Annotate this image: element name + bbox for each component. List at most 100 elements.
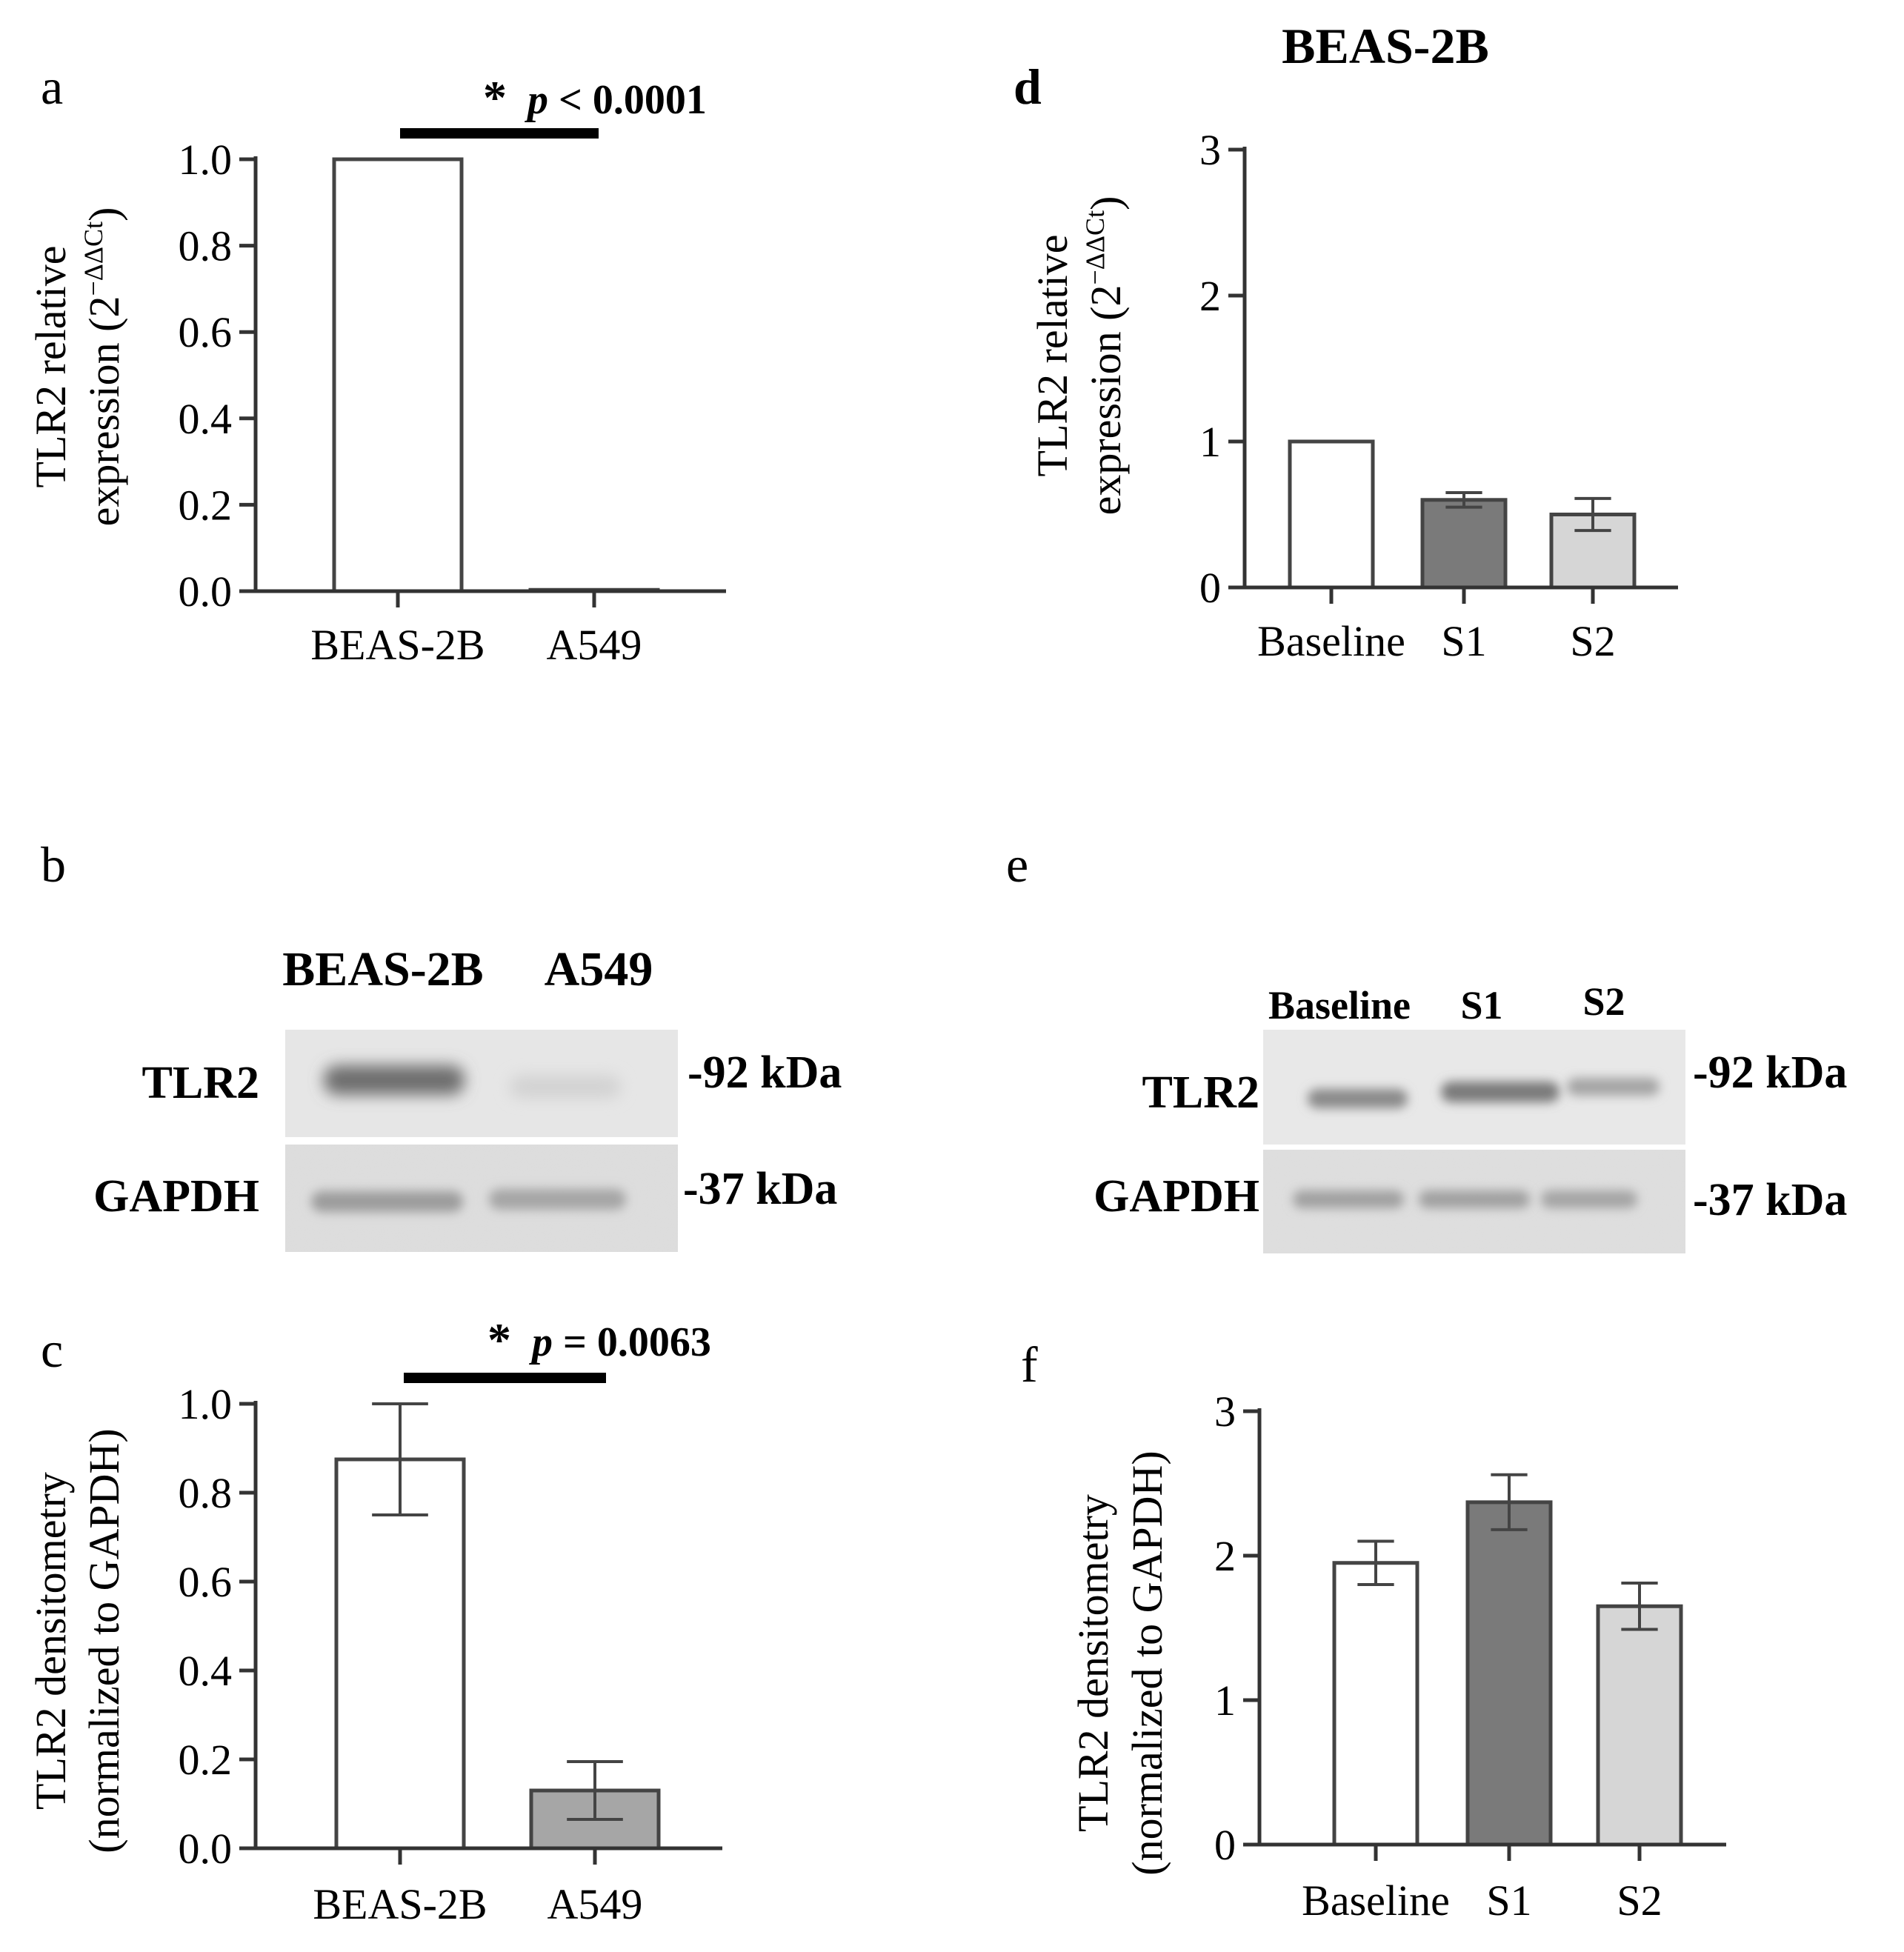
significance-text-c: * p = 0.0063 — [487, 1313, 711, 1366]
bar-f-1 — [1332, 1561, 1419, 1847]
x-tick-label-d-3: S2 — [1570, 617, 1615, 665]
y-tick-label-d-1: 1 — [1199, 418, 1221, 466]
panel-letter-f: f — [1021, 1336, 1038, 1393]
ylabel-d-line2: expression (2 — [1082, 285, 1130, 516]
significance-p-c: p — [529, 1319, 553, 1365]
ylabel-d-2: expression (2−ΔΔCt) — [1080, 196, 1130, 516]
blot-e-lane-label-1: Baseline — [1268, 983, 1411, 1027]
x-tick-label-d-1: Baseline — [1257, 617, 1405, 665]
blot-e-tlr2-strip — [1263, 1030, 1685, 1145]
blot-e-gapdh-strip — [1263, 1150, 1685, 1253]
panel-a: a * p < 0.0001 TLR2 relative expression … — [27, 59, 726, 669]
chart-d: 0 1 2 3 Baseline S1 S2 — [1199, 126, 1678, 665]
blot-b-mw-tlr2: -92 kDa — [688, 1047, 842, 1098]
blot-e-lane-label-3: S2 — [1582, 979, 1625, 1024]
figure-top-title: BEAS-2B — [1282, 18, 1489, 74]
blot-b-lane-label-2: A549 — [545, 942, 653, 996]
bar-d-1 — [1288, 439, 1375, 590]
ylabel-d-sup: −ΔΔCt — [1080, 210, 1110, 285]
ylabel-d-line1: TLR2 relative — [1028, 235, 1076, 477]
errorbar-f-2 — [1491, 1473, 1528, 1531]
blot-e-tlr2-band-1 — [1308, 1089, 1408, 1108]
y-tick-label-c-2: 0.4 — [179, 1647, 233, 1695]
y-tick-label-f-3: 3 — [1214, 1388, 1236, 1436]
ylabel-a-2: expression (2−ΔΔCt) — [79, 207, 128, 527]
ylabel-d-1: TLR2 relative — [1028, 235, 1076, 477]
ylabel-a-close: ) — [80, 207, 128, 221]
y-tick-label-c-3: 0.6 — [179, 1558, 233, 1606]
x-tick-label-a-1: BEAS-2B — [310, 621, 485, 669]
errorbar-c-2 — [567, 1760, 623, 1821]
ylabel-f-line2: (normalized to GAPDH) — [1123, 1450, 1171, 1875]
y-tick-label-c-1: 0.2 — [179, 1736, 233, 1784]
panel-b: b BEAS-2B A549 TLR2 GAPDH -92 kDa -37 kD… — [41, 836, 842, 1252]
blot-b-lane-label-1: BEAS-2B — [282, 942, 483, 996]
ylabel-a-line1: TLR2 relative — [27, 246, 75, 488]
significance-star-c: * — [487, 1313, 511, 1366]
y-tick-label-d-3: 3 — [1199, 126, 1221, 174]
blot-e-mw-gapdh: -37 kDa — [1693, 1175, 1847, 1225]
blot-b-gapdh-band-2 — [489, 1189, 626, 1210]
y-tick-label-f-2: 2 — [1214, 1532, 1236, 1580]
x-tick-label-c-2: A549 — [547, 1880, 643, 1928]
x-tick-label-f-2: S1 — [1486, 1876, 1531, 1925]
x-tick-label-d-2: S1 — [1441, 617, 1486, 665]
significance-p-a: p — [525, 77, 548, 123]
bar-f-3 — [1596, 1604, 1683, 1847]
y-tick-label-f-0: 0 — [1214, 1821, 1236, 1869]
panel-letter-a: a — [41, 59, 63, 115]
ylabel-c-line2: (normalized to GAPDH) — [80, 1428, 128, 1853]
significance-text-a: * p < 0.0001 — [483, 71, 707, 124]
ylabel-a-sup: −ΔΔCt — [79, 221, 108, 296]
x-tick-label-f-3: S2 — [1617, 1876, 1662, 1925]
y-tick-label-d-2: 2 — [1199, 272, 1221, 320]
blot-e-row-label-tlr2: TLR2 — [1142, 1067, 1259, 1118]
bar-f-2 — [1465, 1500, 1553, 1847]
blot-b-tlr2-strip — [285, 1030, 678, 1137]
x-tick-label-c-1: BEAS-2B — [313, 1880, 487, 1928]
y-tick-label-c-0: 0.0 — [179, 1825, 233, 1873]
ylabel-f-line1: TLR2 densitometry — [1069, 1494, 1117, 1832]
blot-b-gapdh-strip — [285, 1145, 678, 1252]
blot-b-tlr2-band-1 — [324, 1065, 465, 1095]
blot-b-row-label-gapdh: GAPDH — [93, 1171, 259, 1222]
blot-b-row-label-tlr2: TLR2 — [142, 1058, 259, 1108]
ylabel-c-line1: TLR2 densitometry — [27, 1472, 75, 1810]
errorbar-d-2 — [1445, 490, 1482, 509]
y-tick-label-a-5: 1.0 — [179, 136, 233, 184]
y-tick-label-f-1: 1 — [1214, 1676, 1236, 1725]
blot-e-tlr2-band-2 — [1441, 1082, 1560, 1102]
panel-c: c * p = 0.0063 TLR2 densitometry (normal… — [27, 1313, 722, 1928]
significance-a: * p < 0.0001 — [400, 71, 707, 139]
blot-e-gapdh-band-2 — [1419, 1190, 1530, 1208]
ylabel-a-line2: expression (2 — [80, 296, 128, 527]
panel-letter-e: e — [1006, 836, 1028, 893]
blot-e-mw-tlr2: -92 kDa — [1693, 1047, 1847, 1098]
blot-e-gapdh-band-3 — [1541, 1190, 1637, 1208]
significance-value-a: < 0.0001 — [559, 77, 707, 123]
y-tick-label-c-5: 1.0 — [179, 1380, 233, 1428]
ylabel-d-close: ) — [1082, 196, 1130, 210]
blot-e-tlr2-band-3 — [1567, 1078, 1660, 1096]
panel-letter-b: b — [41, 836, 66, 893]
bar-d-2 — [1420, 498, 1508, 590]
panel-letter-d: d — [1013, 59, 1042, 115]
panel-d: d TLR2 relative expression (2−ΔΔCt) 0 1 2 3… — [1013, 59, 1678, 665]
panel-f: f TLR2 densitometry (normalized to GAPDH… — [1021, 1336, 1726, 1925]
significance-star-a: * — [483, 71, 507, 124]
errorbar-c-1 — [372, 1402, 428, 1516]
x-tick-label-f-1: Baseline — [1302, 1876, 1450, 1925]
y-tick-label-a-2: 0.4 — [179, 395, 233, 443]
y-tick-label-a-1: 0.2 — [179, 481, 233, 529]
significance-value-c: = 0.0063 — [563, 1319, 711, 1365]
blot-e-gapdh-band-1 — [1293, 1190, 1404, 1208]
bar-a-1 — [332, 157, 464, 593]
panel-letter-c: c — [41, 1322, 63, 1378]
blot-e-lane-label-2: S1 — [1460, 983, 1502, 1027]
blot-e-row-label-gapdh: GAPDH — [1094, 1171, 1259, 1222]
y-tick-label-a-4: 0.8 — [179, 222, 233, 270]
chart-c: 0.0 0.2 0.4 0.6 0.8 1.0 BEAS-2B A549 — [179, 1380, 722, 1928]
bar-c-1 — [334, 1457, 466, 1851]
x-tick-label-a-2: A549 — [547, 621, 642, 669]
